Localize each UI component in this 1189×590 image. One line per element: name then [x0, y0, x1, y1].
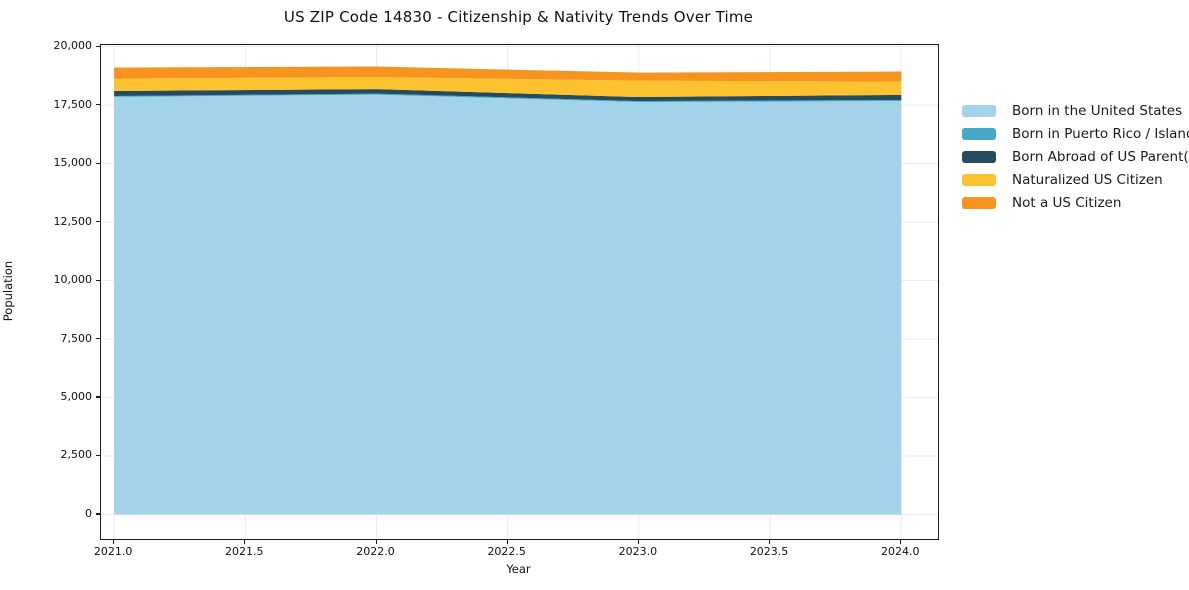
y-tick-label: 7,500: [60, 331, 93, 345]
y-tick-label: 20,000: [53, 39, 93, 53]
y-tick-mark: [96, 454, 100, 457]
x-tick-label: 2021.5: [225, 545, 264, 558]
stacked-area-plot: [101, 45, 938, 539]
area-series: [114, 93, 902, 103]
legend-label: Not a US Citizen: [1012, 194, 1122, 211]
x-tick-mark: [506, 540, 508, 544]
y-tick-mark: [96, 279, 100, 281]
y-tick-mark: [96, 338, 100, 340]
y-tick-mark: [96, 45, 100, 47]
y-tick-label: 2,500: [60, 448, 93, 462]
legend-item: Born Abroad of US Parent(s): [962, 148, 1189, 165]
y-tick-mark: [96, 396, 100, 398]
legend-label: Born in Puerto Rico / Islands: [1012, 125, 1189, 142]
legend-swatch: [962, 196, 996, 209]
x-tick-label: 2022.5: [487, 545, 526, 558]
y-tick-mark: [96, 221, 100, 223]
x-tick-label: 2023.0: [618, 545, 658, 558]
legend-swatch: [962, 127, 996, 140]
x-tick-mark: [244, 540, 246, 544]
x-tick-mark: [113, 540, 115, 544]
area-series: [114, 94, 902, 515]
x-tick-mark: [375, 540, 377, 544]
legend-item: Born in the United States: [962, 102, 1189, 119]
y-axis-label: Population: [1, 260, 15, 322]
y-tick-label: 17,500: [53, 97, 93, 111]
legend-swatch: [962, 150, 996, 163]
plot-area: [100, 44, 939, 540]
area-series: [114, 77, 902, 98]
legend-label: Born in the United States: [1012, 102, 1183, 119]
legend-label: Born Abroad of US Parent(s): [1012, 148, 1189, 165]
y-tick-mark: [96, 104, 100, 106]
y-tick-label: 15,000: [53, 156, 93, 170]
x-tick-label: 2024.0: [881, 545, 920, 558]
legend-label: Naturalized US Citizen: [1012, 171, 1163, 188]
legend-swatch: [962, 104, 996, 117]
x-tick-mark: [900, 540, 902, 544]
x-tick-label: 2023.5: [749, 545, 789, 558]
y-tick-label: 5,000: [60, 389, 93, 403]
y-tick-label: 10,000: [53, 273, 93, 287]
legend-item: Not a US Citizen: [962, 194, 1189, 211]
x-tick-mark: [637, 540, 640, 544]
legend-item: Born in Puerto Rico / Islands: [962, 125, 1189, 142]
legend-item: Naturalized US Citizen: [962, 171, 1189, 188]
chart-title: US ZIP Code 14830 - Citizenship & Nativi…: [283, 8, 754, 26]
x-tick-mark: [769, 540, 771, 544]
area-series: [114, 89, 902, 102]
y-tick-label: 0: [85, 506, 92, 520]
area-series: [114, 66, 902, 82]
x-axis-label: Year: [506, 562, 531, 576]
legend: Born in the United States Born in Puerto …: [962, 102, 1189, 211]
y-tick-mark: [96, 513, 100, 515]
y-tick-mark: [96, 162, 100, 164]
x-tick-label: 2022.0: [356, 545, 395, 558]
legend-swatch: [962, 173, 996, 186]
x-tick-label: 2021.0: [93, 545, 133, 558]
y-tick-label: 12,500: [53, 214, 93, 228]
